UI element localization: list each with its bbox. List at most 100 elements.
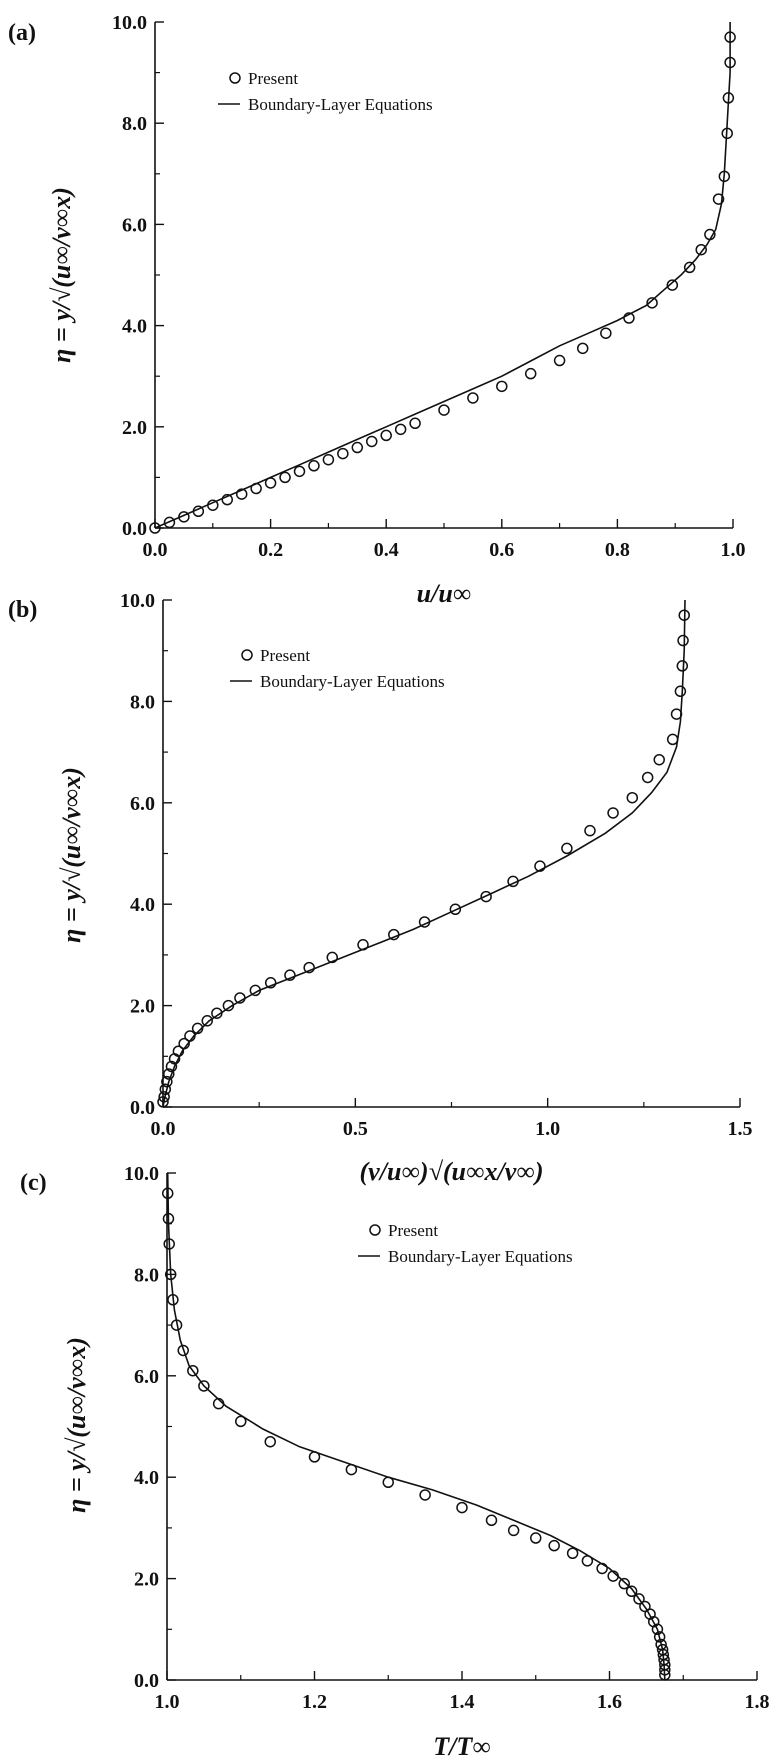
chart-2-data-point <box>566 1547 579 1559</box>
chart-0-y-axis-title: η = y/√(u∞/ν∞x) <box>47 187 76 363</box>
chart-2-x-tick-label: 1.4 <box>450 1691 475 1713</box>
chart-0-data-point <box>322 453 335 466</box>
chart-0-data-point <box>724 31 736 43</box>
chart-1-legend-entry: Present <box>260 646 310 665</box>
chart-0-y-tick-label: 10.0 <box>112 12 147 34</box>
chart-2-data-point <box>345 1463 358 1476</box>
chart-2-legend-entry: Present <box>388 1221 438 1240</box>
chart-2-data-point <box>633 1593 645 1605</box>
chart-1-data-point <box>234 992 246 1004</box>
chart-0-data-point <box>351 441 364 454</box>
chart-2-legend-entry: Boundary-Layer Equations <box>388 1247 573 1266</box>
chart-1-data-point <box>178 1037 190 1050</box>
chart-0-series-line <box>154 22 731 529</box>
chart-1-x-tick-label: 0.5 <box>343 1118 368 1140</box>
chart-2-x-tick-label: 1.0 <box>155 1691 180 1713</box>
chart-2-data-point <box>639 1600 651 1613</box>
chart-1-data-point <box>678 609 690 621</box>
chart-0-data-point <box>576 342 589 355</box>
chart-1-y-tick-label: 0.0 <box>130 1097 155 1119</box>
chart-1-data-point <box>159 1083 172 1096</box>
chart-1-data-point <box>480 890 492 903</box>
chart-0-data-point <box>623 312 635 324</box>
chart-0-data-point <box>293 465 306 478</box>
chart-2-data-point <box>308 1451 321 1463</box>
chart-0-legend-entry: Present <box>248 69 298 88</box>
chart-2-data-point <box>177 1344 189 1357</box>
chart-0-y-tick-label: 8.0 <box>122 113 147 135</box>
chart-2-data-point <box>198 1380 210 1392</box>
chart-1-data-point <box>666 733 679 746</box>
chart-0-data-point <box>722 92 735 104</box>
chart-1-data-point <box>670 708 683 720</box>
chart-1-data-point <box>676 660 689 672</box>
chart-2-data-point <box>618 1577 630 1590</box>
chart-2-y-tick-label: 2.0 <box>134 1569 159 1591</box>
chart-2-data-point <box>264 1435 276 1448</box>
chart-2-x-tick-label: 1.2 <box>302 1691 327 1713</box>
chart-2-data-point <box>163 1238 175 1250</box>
chart-1-y-tick-label: 4.0 <box>130 894 155 916</box>
chart-0-x-tick-label: 0.0 <box>143 539 168 561</box>
chart-1-data-point <box>157 1096 169 1108</box>
chart-1-y-tick-label: 6.0 <box>130 793 155 815</box>
chart-0-data-point <box>394 423 407 436</box>
chart-0-legend-entry: Boundary-Layer Equations <box>248 95 433 114</box>
chart-0-x-tick-label: 0.8 <box>605 539 630 561</box>
chart-2-data-point <box>485 1514 498 1527</box>
chart-1-legend-marker-circle <box>241 649 253 661</box>
chart-2-series-line <box>166 1172 666 1681</box>
chart-1-data-point <box>626 791 639 804</box>
chart-1-data-point <box>534 860 546 872</box>
chart-2-data-point <box>530 1532 542 1544</box>
chart-0-data-point <box>337 447 349 460</box>
chart-0-y-tick-label: 6.0 <box>122 214 147 236</box>
chart-2-data-point <box>164 1268 177 1281</box>
chart-0-data-point <box>600 327 612 339</box>
chart-1-panel-label: (b) <box>8 597 37 623</box>
chart-0-data-point <box>704 228 716 241</box>
chart-0-x-tick-label: 0.6 <box>489 539 514 561</box>
chart-2-data-point <box>655 1638 667 1651</box>
chart-1-data-point <box>191 1022 204 1035</box>
chart-1-data-point <box>561 842 573 855</box>
chart-0-data-point <box>524 367 537 380</box>
chart-2-data-point <box>167 1294 179 1306</box>
chart-0-data-point <box>380 429 392 442</box>
chart-2-data-point <box>596 1562 608 1575</box>
chart-1-data-point <box>249 984 262 997</box>
chart-1-data-point <box>284 969 296 981</box>
chart-0-y-tick-label: 4.0 <box>122 316 147 338</box>
chart-1-data-point <box>507 875 519 888</box>
chart-0-data-point <box>235 488 248 500</box>
chart-0-legend-marker-circle <box>229 72 241 84</box>
chart-2-data-point <box>507 1524 520 1537</box>
chart-0-data-point <box>467 392 479 404</box>
chart-2-y-tick-label: 0.0 <box>134 1670 159 1692</box>
chart-1-y-tick-label: 10.0 <box>120 590 155 612</box>
chart-0-data-point <box>438 404 450 416</box>
chart-2-x-tick-label: 1.6 <box>597 1691 622 1713</box>
chart-2-panel-label: (c) <box>20 1170 47 1196</box>
chart-0-data-point <box>409 417 421 430</box>
chart-1-x-tick-label: 0.0 <box>151 1118 176 1140</box>
chart-2-x-axis-title: T/T∞ <box>433 1732 491 1761</box>
chart-0-data-point <box>178 511 190 523</box>
chart-0-x-tick-label: 0.4 <box>374 539 399 561</box>
chart-2-data-point <box>382 1476 394 1489</box>
chart-1-x-tick-label: 1.0 <box>535 1118 560 1140</box>
chart-1-data-point <box>158 1091 170 1103</box>
chart-0-data-point <box>718 170 731 183</box>
chart-0-y-tick-label: 2.0 <box>122 417 147 439</box>
chart-1: 0.0 0.5 1.0 1.5 0.0 2.0 4.0 6.0 8.0 10.0 (b) (v/u∞)… <box>8 590 753 1186</box>
chart-1-data-point <box>584 824 596 837</box>
chart-2-data-point <box>581 1555 594 1567</box>
chart-1-data-point <box>449 903 462 916</box>
chart-2-y-tick-label: 10.0 <box>124 1163 159 1185</box>
chart-1-data-point <box>326 951 339 964</box>
chart-2-x-tick-label: 1.8 <box>745 1691 770 1713</box>
chart-0-data-point <box>308 460 320 472</box>
chart-1-data-point <box>641 771 654 784</box>
chart-0-data-point <box>712 193 725 205</box>
chart-1-x-axis-title: (v/u∞)√(u∞x/ν∞) <box>360 1157 544 1186</box>
